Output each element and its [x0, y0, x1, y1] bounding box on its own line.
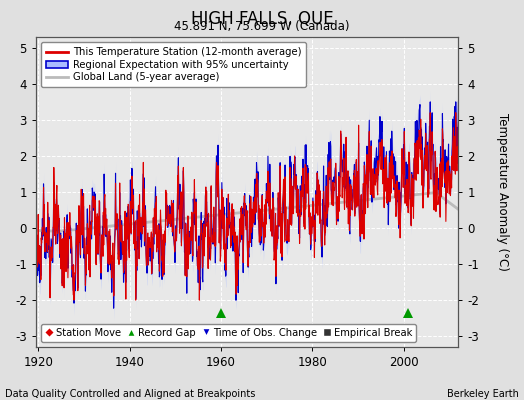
Text: 45.891 N, 75.699 W (Canada): 45.891 N, 75.699 W (Canada)	[174, 20, 350, 33]
Text: Data Quality Controlled and Aligned at Breakpoints: Data Quality Controlled and Aligned at B…	[5, 389, 256, 399]
Legend: Station Move, Record Gap, Time of Obs. Change, Empirical Break: Station Move, Record Gap, Time of Obs. C…	[41, 324, 416, 342]
Y-axis label: Temperature Anomaly (°C): Temperature Anomaly (°C)	[496, 113, 509, 271]
Text: Berkeley Earth: Berkeley Earth	[447, 389, 519, 399]
Text: HIGH FALLS, QUE: HIGH FALLS, QUE	[191, 10, 333, 28]
